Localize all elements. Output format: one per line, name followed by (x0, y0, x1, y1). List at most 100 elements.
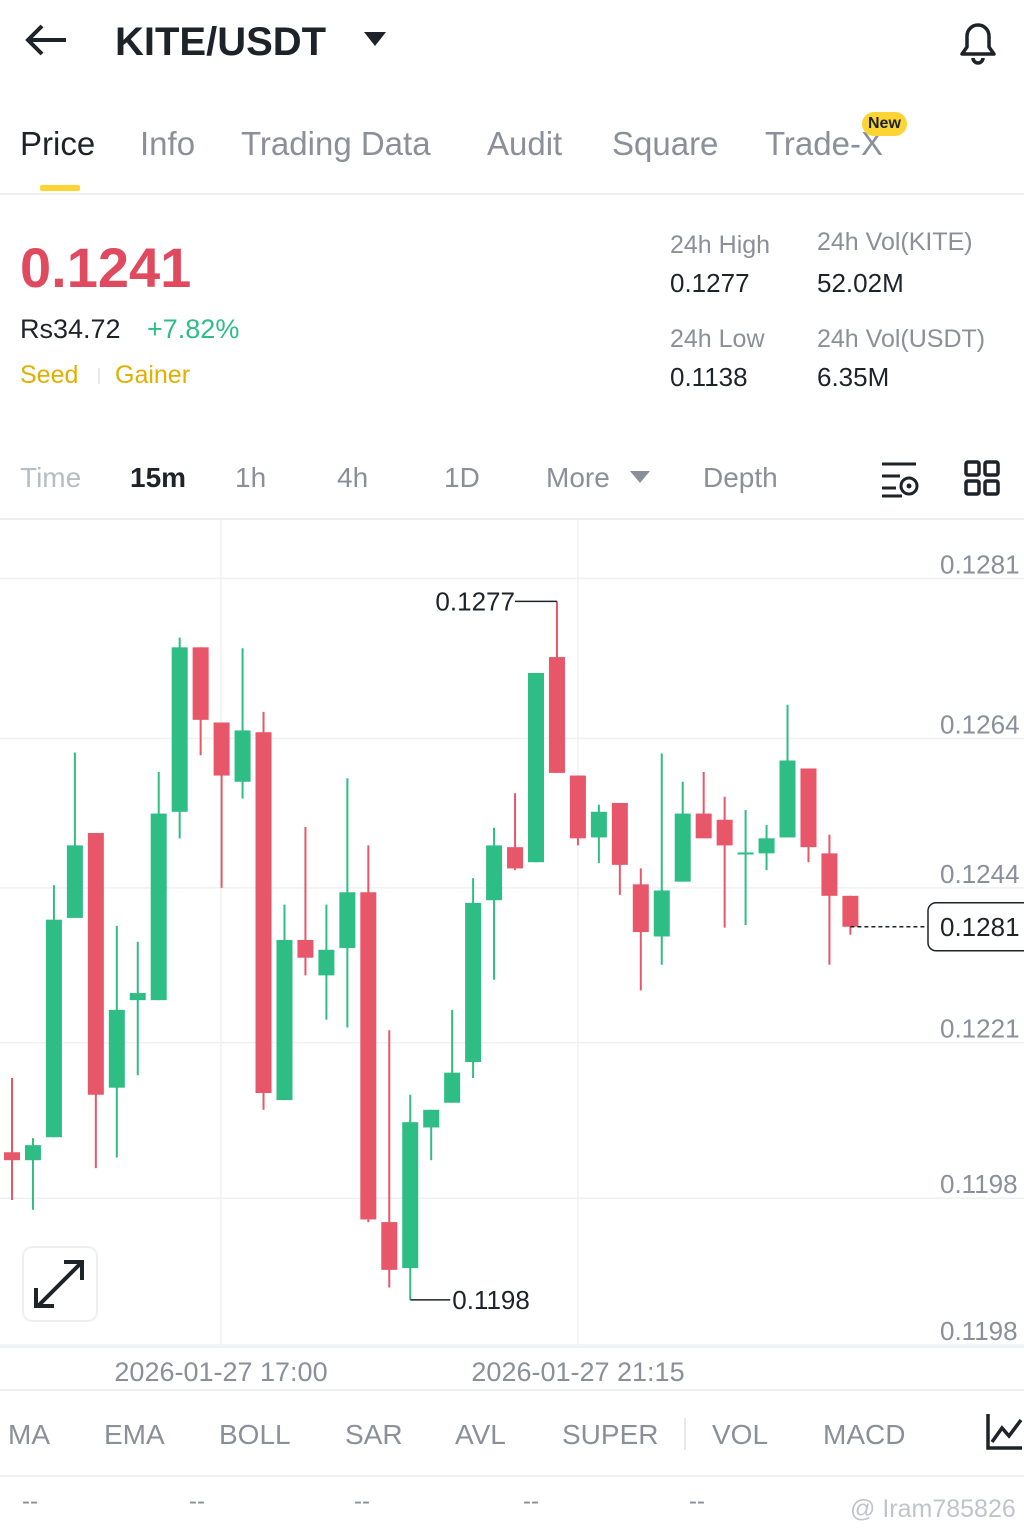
tab[interactable]: Trade-X (765, 125, 883, 162)
indicator-value: -- (22, 1488, 38, 1515)
y-tick-label: 0.1198 (940, 1316, 1018, 1346)
indicator-separator (684, 1418, 686, 1450)
tab-indicator (40, 185, 80, 191)
indicator[interactable]: BOLL (219, 1419, 291, 1450)
watermark: @ Iram785826 (850, 1495, 1016, 1523)
new-badge: New (862, 112, 907, 136)
interval[interactable]: More (546, 462, 610, 493)
candle-body (737, 852, 754, 855)
indicator-value: -- (689, 1488, 705, 1515)
tab[interactable]: Audit (487, 125, 563, 162)
candle-body (192, 647, 209, 720)
candle-body (779, 760, 796, 838)
stat-label: 24h Vol(USDT) (817, 325, 986, 353)
indicator-icon[interactable] (984, 1412, 1024, 1452)
y-tick-label: 0.1264 (940, 709, 1020, 739)
candle-body (360, 892, 377, 1220)
candle-body (66, 845, 83, 918)
x-tick-label: 2026-01-27 17:00 (114, 1357, 328, 1387)
tab[interactable]: Price (20, 125, 96, 162)
fiat-price: Rs34.72 (20, 314, 121, 344)
layout-icon[interactable] (964, 460, 1002, 498)
candle-body (632, 884, 649, 933)
candle-body (24, 1145, 41, 1161)
pair-title[interactable]: KITE/USDT (115, 20, 327, 64)
indicator[interactable]: EMA (104, 1419, 165, 1450)
interval[interactable]: 4h (337, 462, 369, 493)
candle-body (611, 802, 628, 865)
candle-body (234, 730, 251, 782)
indicator[interactable]: AVL (455, 1419, 506, 1450)
candle-body (528, 672, 544, 863)
back-button[interactable] (22, 20, 70, 60)
candle-body (171, 647, 188, 812)
divider (0, 193, 1024, 195)
candle-body (590, 811, 607, 838)
stat-value: 52.02M (817, 268, 904, 298)
price-change: +7.82% (147, 314, 240, 344)
last-price-box (927, 902, 1024, 952)
candle-body (339, 892, 356, 948)
divider (0, 1475, 1024, 1477)
candle-body (423, 1109, 440, 1128)
indicator-value: -- (354, 1488, 370, 1515)
candle-body (4, 1152, 20, 1161)
candle-body (297, 940, 314, 958)
more-caret[interactable] (629, 470, 651, 484)
y-tick-label: 0.1281 (940, 549, 1020, 579)
low-label: 0.1198 (452, 1285, 530, 1315)
candle-body (444, 1072, 461, 1103)
stat-value: 0.1277 (670, 268, 750, 298)
tag-separator (98, 368, 100, 384)
interval[interactable]: Depth (703, 462, 778, 493)
settings-icon[interactable] (880, 460, 922, 500)
tab[interactable]: Info (140, 125, 196, 162)
bell-icon[interactable] (952, 14, 1004, 66)
tab[interactable]: Square (612, 125, 719, 162)
last-price-label: 0.1281 (940, 912, 1020, 942)
indicator[interactable]: VOL (712, 1419, 769, 1450)
candle-body (276, 940, 293, 1101)
indicator-value: -- (189, 1488, 205, 1515)
candle-body (716, 819, 733, 846)
candle-body (465, 902, 482, 1063)
candle-body (653, 890, 670, 937)
last-price: 0.1241 (20, 236, 192, 299)
interval[interactable]: 1h (235, 462, 267, 493)
candle-body (548, 657, 565, 773)
expand-button[interactable] (22, 1246, 98, 1322)
stat-label: 24h Low (670, 325, 765, 353)
candle-body (569, 775, 586, 839)
interval[interactable]: 15m (130, 462, 187, 493)
tab[interactable]: Trading Data (241, 125, 431, 162)
indicator[interactable]: MACD (823, 1419, 906, 1450)
candle-body (255, 732, 272, 1093)
stat-value: 0.1138 (670, 362, 748, 392)
tag[interactable]: Seed (20, 361, 79, 389)
indicator[interactable]: SAR (345, 1419, 403, 1450)
candle-body (129, 993, 146, 1001)
candle-body (507, 847, 524, 869)
candle-body (821, 853, 838, 896)
pair-caret[interactable] (362, 30, 388, 48)
x-tick-label: 2026-01-27 21:15 (471, 1357, 685, 1387)
expand-icon (34, 1260, 84, 1308)
candlestick-chart: 0.1281 0.1264 0.1244 0.1221 0.1198 0.1198 0.12… (0, 520, 1024, 1346)
indicator-value: -- (523, 1488, 539, 1515)
candle-body (45, 919, 62, 1138)
candle-body (695, 813, 712, 839)
candle-body (87, 833, 104, 1095)
candle-body (318, 949, 335, 976)
candle-body (108, 1009, 125, 1088)
indicator[interactable]: MA (8, 1419, 50, 1450)
candle-body (150, 813, 167, 1001)
interval[interactable]: 1D (444, 462, 480, 493)
candle-body (842, 895, 859, 927)
y-tick-label: 0.1198 (940, 1169, 1018, 1199)
tag[interactable]: Gainer (115, 361, 191, 389)
stat-label: 24h Vol(KITE) (817, 228, 973, 256)
y-tick-label: 0.1244 (940, 859, 1020, 889)
indicator[interactable]: SUPER (562, 1419, 659, 1450)
candle-body (800, 768, 817, 848)
